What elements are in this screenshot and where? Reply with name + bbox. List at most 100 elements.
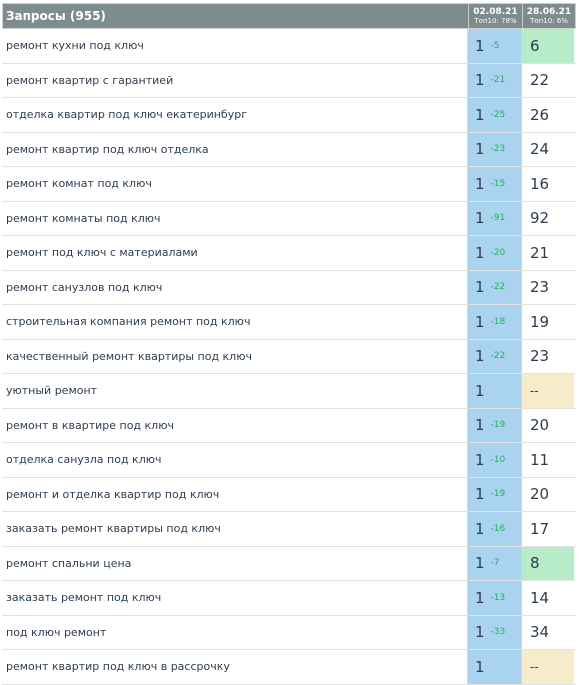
table-row: отделка квартир под ключ екатеринбург 1 -2… <box>2 98 576 133</box>
position-value-1: 1 <box>475 209 485 228</box>
position-cell-1: 1 -19 <box>467 408 521 442</box>
table-row: заказать ремонт квартиры под ключ 1 -16 17 <box>2 512 576 547</box>
query-text[interactable]: ремонт под ключ с материалами <box>6 246 198 260</box>
position-value-1: 1 <box>475 416 485 435</box>
position-cell-1: 1 -21 <box>467 63 521 97</box>
position-cell-1: 1 -7 <box>467 546 521 580</box>
query-text[interactable]: уютный ремонт <box>6 384 98 398</box>
query-text[interactable]: ремонт в квартире под ключ <box>6 418 174 432</box>
position-value-2: 8 <box>530 554 540 573</box>
query-text[interactable]: отделка квартир под ключ екатеринбург <box>6 108 247 122</box>
position-value-2: 6 <box>530 36 540 55</box>
query-text[interactable]: под ключ ремонт <box>6 625 107 639</box>
query-text[interactable]: качественный ремонт квартиры под ключ <box>6 349 252 363</box>
table-body: ремонт кухни под ключ 1 -5 6 ремонт квартир … <box>2 29 576 685</box>
position-cell-1: 1 -91 <box>467 201 521 235</box>
query-text[interactable]: ремонт санузлов под ключ <box>6 280 163 294</box>
position-value-1: 1 <box>475 347 485 366</box>
table-row: ремонт в квартире под ключ 1 -19 20 <box>2 408 576 443</box>
position-cell-1: 1 -23 <box>467 132 521 166</box>
table-row: ремонт комнаты под ключ 1 -91 92 <box>2 201 576 236</box>
query-text[interactable]: ремонт квартир под ключ отделка <box>6 142 209 156</box>
position-cell-2: 11 <box>521 443 574 477</box>
position-value-2: 24 <box>530 140 550 159</box>
position-cell-2: -- <box>521 374 574 408</box>
query-text[interactable]: ремонт и отделка квартир под ключ <box>6 487 220 501</box>
query-text[interactable]: ремонт квартир с гарантией <box>6 73 174 87</box>
position-value-1: 1 <box>475 312 485 331</box>
query-text[interactable]: отделка санузла под ключ <box>6 453 162 467</box>
position-value-2: 34 <box>530 623 550 642</box>
query-text[interactable]: ремонт комнат под ключ <box>6 177 152 191</box>
position-cell-2: 34 <box>521 615 574 649</box>
queries-header[interactable]: Запросы (955) <box>6 9 106 23</box>
position-value-2: 14 <box>530 588 550 607</box>
table-row: ремонт квартир под ключ отделка 1 -23 24 <box>2 132 576 167</box>
position-value-2: 23 <box>530 347 550 366</box>
position-cell-2: 24 <box>521 132 574 166</box>
position-delta: -5 <box>490 40 500 51</box>
position-cell-1: 1 -15 <box>467 167 521 201</box>
position-value-1: 1 <box>475 243 485 262</box>
query-text[interactable]: заказать ремонт квартиры под ключ <box>6 522 221 536</box>
position-delta: -21 <box>490 75 506 86</box>
table-row: ремонт квартир с гарантией 1 -21 22 <box>2 63 576 98</box>
query-text[interactable]: ремонт спальни цена <box>6 556 132 570</box>
position-delta: -23 <box>490 144 506 155</box>
position-cell-2: 92 <box>521 201 574 235</box>
position-cell-2: 16 <box>521 167 574 201</box>
table-row: ремонт квартир под ключ в рассрочку 1 -- <box>2 650 576 685</box>
query-text[interactable]: ремонт комнаты под ключ <box>6 211 161 225</box>
position-cell-1: 1 -20 <box>467 236 521 270</box>
position-cell-1: 1 -33 <box>467 615 521 649</box>
query-text[interactable]: ремонт кухни под ключ <box>6 39 144 53</box>
position-delta: -13 <box>490 592 506 603</box>
position-value-2: 17 <box>530 519 550 538</box>
position-delta: -19 <box>490 489 506 500</box>
position-value-1: 1 <box>475 278 485 297</box>
query-text[interactable]: строительная компания ремонт под ключ <box>6 315 251 329</box>
position-value-2: 19 <box>530 312 550 331</box>
position-cell-2: 14 <box>521 581 574 615</box>
position-cell-1: 1 <box>467 374 521 408</box>
query-text[interactable]: заказать ремонт под ключ <box>6 591 162 605</box>
position-cell-2: 20 <box>521 477 574 511</box>
table-row: ремонт санузлов под ключ 1 -22 23 <box>2 270 576 305</box>
position-delta: -22 <box>490 351 506 362</box>
position-cell-1: 1 -19 <box>467 477 521 511</box>
position-cell-2: 19 <box>521 305 574 339</box>
position-delta: -91 <box>490 213 506 224</box>
position-value-1: 1 <box>475 140 485 159</box>
position-delta: -7 <box>490 558 500 569</box>
position-value-2: 20 <box>530 485 550 504</box>
table-row: уютный ремонт 1 -- <box>2 374 576 409</box>
top10-label-1: Топ10: 78% <box>474 16 517 25</box>
position-cell-1: 1 -5 <box>467 29 521 63</box>
top10-label-2: Топ10: 6% <box>530 16 568 25</box>
position-value-1: 1 <box>475 519 485 538</box>
position-value-1: 1 <box>475 36 485 55</box>
position-value-1: 1 <box>475 450 485 469</box>
position-value-1: 1 <box>475 381 485 400</box>
table-row: качественный ремонт квартиры под ключ 1 -2… <box>2 339 576 374</box>
position-cell-2: 26 <box>521 98 574 132</box>
table-row: заказать ремонт под ключ 1 -13 14 <box>2 581 576 616</box>
position-cell-2: 8 <box>521 546 574 580</box>
table-header: Запросы (955) 02.08.21 Топ10: 78% 28.06.… <box>2 3 576 29</box>
position-cell-1: 1 -16 <box>467 512 521 546</box>
position-delta: -10 <box>490 454 506 465</box>
date-column-header-1[interactable]: 02.08.21 Топ10: 78% <box>468 4 522 28</box>
date-column-header-2[interactable]: 28.06.21 Топ10: 6% <box>522 4 575 28</box>
position-cell-2: 17 <box>521 512 574 546</box>
position-value-2: 21 <box>530 243 550 262</box>
position-value-2: -- <box>530 659 539 674</box>
table-row: ремонт под ключ с материалами 1 -20 21 <box>2 236 576 271</box>
table-row: ремонт и отделка квартир под ключ 1 -19 20 <box>2 477 576 512</box>
position-value-2: -- <box>530 383 539 398</box>
position-value-2: 23 <box>530 278 550 297</box>
position-value-1: 1 <box>475 105 485 124</box>
query-text[interactable]: ремонт квартир под ключ в рассрочку <box>6 660 230 674</box>
position-value-2: 22 <box>530 71 550 90</box>
position-value-1: 1 <box>475 485 485 504</box>
position-cell-1: 1 -22 <box>467 339 521 373</box>
